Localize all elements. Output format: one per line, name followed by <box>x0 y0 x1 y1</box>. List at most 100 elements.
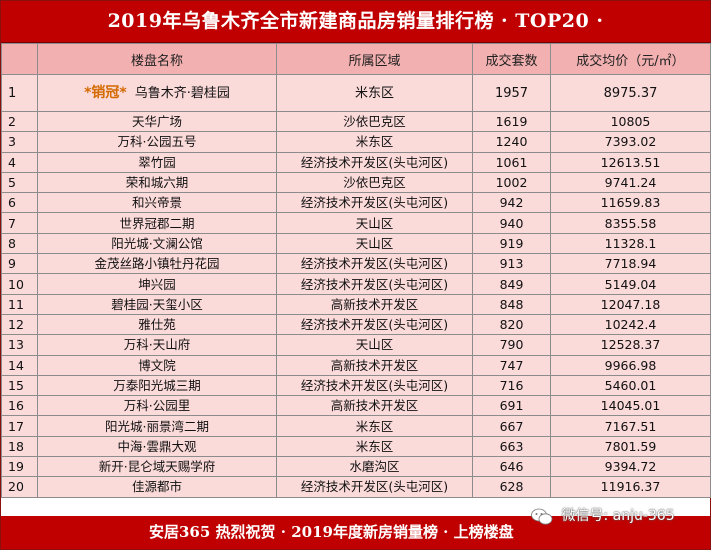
rank-cell: 3 <box>1 131 38 153</box>
name-cell: 博文院 <box>37 354 277 376</box>
name-cell: 天华广场 <box>37 110 277 133</box>
price-cell: 7718.94 <box>550 253 711 275</box>
name-cell: *销冠* 乌鲁木齐·碧桂园 <box>37 74 277 112</box>
footer-banner: 安居365 热烈祝贺 · 2019年度新房销量榜 · 上榜楼盘 <box>1 516 710 549</box>
price-cell: 10805 <box>550 110 711 133</box>
area-cell: 米东区 <box>276 74 473 112</box>
watermark-text: 微信号: anju-365 <box>561 508 675 524</box>
name-cell: 中海·雲鼎大观 <box>37 435 277 458</box>
rank-cell: 15 <box>1 374 38 397</box>
table-row: 20 佳源都市 经济技术开发区(头屯河区) 628 11916.37 <box>1 476 711 498</box>
name-cell: 坤兴园 <box>37 273 277 295</box>
champion-badge: *销冠* <box>84 84 127 101</box>
rank-cell: 18 <box>1 435 38 458</box>
area-cell: 天山区 <box>276 334 473 356</box>
price-cell: 9741.24 <box>550 171 711 194</box>
units-cell: 790 <box>472 334 551 356</box>
price-cell: 11328.1 <box>550 232 711 255</box>
units-cell: 663 <box>472 435 551 458</box>
price-cell: 12047.18 <box>550 293 711 315</box>
table-row: 7 世界冠郡二期 天山区 940 8355.58 <box>1 212 711 234</box>
table-row: 9 金茂丝路小镇牡丹花园 经济技术开发区(头屯河区) 913 7718.94 <box>1 253 711 275</box>
name-cell: 阳光城·丽景湾二期 <box>37 415 277 437</box>
rank-cell: 1 <box>1 74 38 112</box>
price-cell: 5460.01 <box>550 374 711 397</box>
ranking-table: 楼盘名称 所属区域 成交套数 成交均价（元/㎡） 1 *销冠* 乌鲁木齐·碧桂园 … <box>1 43 711 498</box>
area-cell: 米东区 <box>276 415 473 437</box>
table-row: 5 荣和城六期 沙依巴克区 1002 9741.24 <box>1 171 711 194</box>
table-row: 18 中海·雲鼎大观 米东区 663 7801.59 <box>1 435 711 458</box>
column-header-area: 所属区域 <box>276 43 473 75</box>
area-cell: 天山区 <box>276 232 473 255</box>
name-cell: 碧桂园·天玺小区 <box>37 293 277 315</box>
table-row: 12 雅仕苑 经济技术开发区(头屯河区) 820 10242.4 <box>1 313 711 336</box>
name-cell: 万科·公园五号 <box>37 131 277 153</box>
units-cell: 667 <box>472 415 551 437</box>
area-cell: 经济技术开发区(头屯河区) <box>276 313 473 336</box>
units-cell: 716 <box>472 374 551 397</box>
footer-text: 安居365 热烈祝贺 · 2019年度新房销量榜 · 上榜楼盘 <box>149 523 514 541</box>
area-cell: 经济技术开发区(头屯河区) <box>276 476 473 498</box>
area-cell: 经济技术开发区(头屯河区) <box>276 253 473 275</box>
units-cell: 1240 <box>472 131 551 153</box>
rank-cell: 6 <box>1 192 38 214</box>
area-cell: 高新技术开发区 <box>276 354 473 376</box>
units-cell: 1061 <box>472 151 551 173</box>
column-header-name: 楼盘名称 <box>37 43 277 75</box>
area-cell: 沙依巴克区 <box>276 110 473 133</box>
rank-cell: 14 <box>1 354 38 376</box>
price-cell: 7167.51 <box>550 415 711 437</box>
name-text: 乌鲁木齐·碧桂园 <box>134 85 230 101</box>
area-cell: 沙依巴克区 <box>276 171 473 194</box>
units-cell: 848 <box>472 293 551 315</box>
price-cell: 12528.37 <box>550 334 711 356</box>
rank-cell: 16 <box>1 395 38 417</box>
price-cell: 7393.02 <box>550 131 711 153</box>
rank-cell: 10 <box>1 273 38 295</box>
name-cell: 荣和城六期 <box>37 171 277 194</box>
units-cell: 1002 <box>472 171 551 194</box>
wechat-watermark: 微信号: anju-365 <box>531 501 711 531</box>
table-row: 15 万泰阳光城三期 经济技术开发区(头屯河区) 716 5460.01 <box>1 374 711 397</box>
name-cell: 世界冠郡二期 <box>37 212 277 234</box>
table-row: 3 万科·公园五号 米东区 1240 7393.02 <box>1 131 711 153</box>
table-header-row: 楼盘名称 所属区域 成交套数 成交均价（元/㎡） <box>1 43 711 75</box>
area-cell: 高新技术开发区 <box>276 293 473 315</box>
table-row: 10 坤兴园 经济技术开发区(头屯河区) 849 5149.04 <box>1 273 711 295</box>
name-cell: 金茂丝路小镇牡丹花园 <box>37 253 277 275</box>
name-cell: 雅仕苑 <box>37 313 277 336</box>
area-cell: 经济技术开发区(头屯河区) <box>276 151 473 173</box>
units-cell: 820 <box>472 313 551 336</box>
area-cell: 经济技术开发区(头屯河区) <box>276 273 473 295</box>
units-cell: 691 <box>472 395 551 417</box>
rank-cell: 7 <box>1 212 38 234</box>
table-row: 6 和兴帝景 经济技术开发区(头屯河区) 942 11659.83 <box>1 192 711 214</box>
price-cell: 11916.37 <box>550 476 711 498</box>
name-cell: 阳光城·文澜公馆 <box>37 232 277 255</box>
area-cell: 经济技术开发区(头屯河区) <box>276 374 473 397</box>
column-header-price: 成交均价（元/㎡） <box>550 43 711 75</box>
price-cell: 8975.37 <box>550 74 711 112</box>
area-cell: 天山区 <box>276 212 473 234</box>
table-body: 1 *销冠* 乌鲁木齐·碧桂园 米东区 1957 8975.37 2 天华广场 沙依巴… <box>1 74 711 498</box>
price-cell: 12613.51 <box>550 151 711 173</box>
area-cell: 经济技术开发区(头屯河区) <box>276 192 473 214</box>
price-cell: 14045.01 <box>550 395 711 417</box>
units-cell: 913 <box>472 253 551 275</box>
units-cell: 849 <box>472 273 551 295</box>
price-cell: 11659.83 <box>550 192 711 214</box>
rank-cell: 9 <box>1 253 38 275</box>
table-row: 2 天华广场 沙依巴克区 1619 10805 <box>1 110 711 133</box>
units-cell: 940 <box>472 212 551 234</box>
rank-cell: 8 <box>1 232 38 255</box>
area-cell: 水磨沟区 <box>276 456 473 478</box>
rank-cell: 4 <box>1 151 38 173</box>
rank-cell: 13 <box>1 334 38 356</box>
page-title: 2019年乌鲁木齐全市新建商品房销量排行榜 · TOP20 · <box>1 1 710 43</box>
column-header-rank <box>1 43 38 75</box>
area-cell: 米东区 <box>276 435 473 458</box>
column-header-units: 成交套数 <box>472 43 551 75</box>
name-cell: 万科·公园里 <box>37 395 277 417</box>
table-row: 1 *销冠* 乌鲁木齐·碧桂园 米东区 1957 8975.37 <box>1 74 711 112</box>
